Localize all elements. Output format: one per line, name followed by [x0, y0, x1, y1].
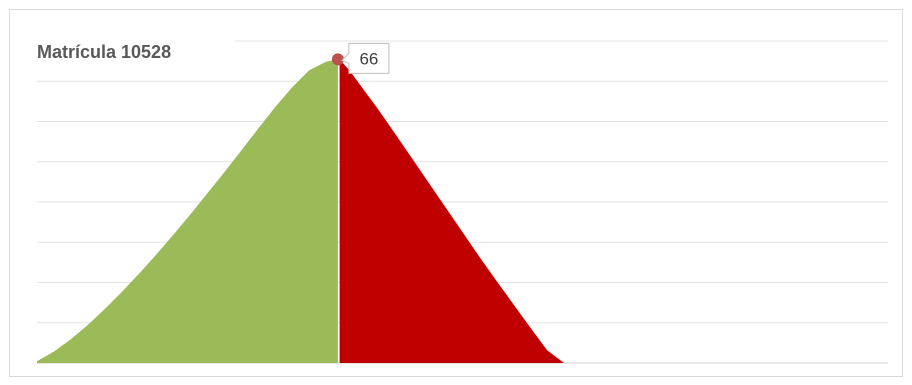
chart-title-background: [30, 33, 235, 69]
series-area-2: [339, 59, 564, 364]
data-label-callout: [341, 42, 390, 74]
series-areas: [37, 59, 564, 364]
data-labels: 66: [331, 42, 390, 74]
chart-title-group: Matrícula 10528: [30, 33, 235, 69]
data-label: 66: [359, 49, 378, 68]
chart-title: Matrícula 10528: [37, 42, 171, 62]
data-point-marker: [331, 53, 344, 66]
series-area-1: [37, 59, 338, 364]
